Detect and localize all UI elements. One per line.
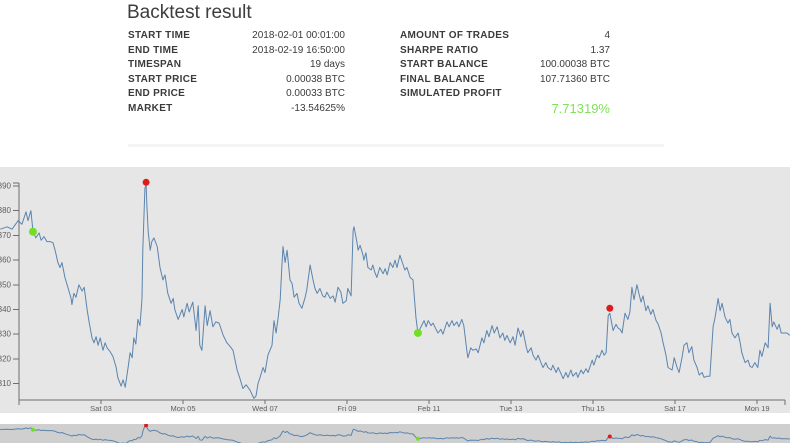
stat-label: SIMULATED PROFIT <box>400 88 502 99</box>
mini-navigator-chart[interactable] <box>0 424 790 443</box>
x-tick-label: Feb 11 <box>418 404 441 413</box>
stat-label: FINAL BALANCE <box>400 73 485 85</box>
buy-trade-marker[interactable] <box>413 328 422 337</box>
section-divider <box>128 144 664 147</box>
x-tick-label: Wed 07 <box>252 404 278 413</box>
stat-value: 1.37 <box>590 44 610 56</box>
x-tick-label: Fri 09 <box>337 404 356 413</box>
mini-price-line <box>0 425 790 443</box>
y-tick-label: 0330 <box>0 330 12 339</box>
simulated-profit-value: 7.71319% <box>551 101 610 116</box>
stat-value: -13.54625% <box>291 102 345 114</box>
y-tick-label: 0350 <box>0 280 12 289</box>
stat-value: 100.00038 BTC <box>539 59 610 70</box>
stat-row: START TIME 2018-02-01 00:01:00 <box>128 29 345 44</box>
price-line <box>0 184 790 399</box>
stat-label: MARKET <box>128 102 173 114</box>
stat-value: 4 <box>604 30 610 41</box>
stat-value: 0.00038 BTC <box>286 73 345 85</box>
stat-label: AMOUNT OF TRADES <box>400 30 510 41</box>
mini-sell-trade-marker <box>144 424 149 428</box>
y-tick-label: 0370 <box>0 231 12 240</box>
x-tick-label: Sat 03 <box>90 404 112 413</box>
stat-value: 107.71360 BTC <box>539 73 610 85</box>
stat-value: 2018-02-19 16:50:00 <box>252 44 345 56</box>
stat-row: START BALANCE 100.00038 BTC <box>400 58 610 73</box>
y-tick-label: 0340 <box>0 305 12 314</box>
stat-label: START BALANCE <box>400 59 489 70</box>
y-tick-label: 0380 <box>0 206 12 215</box>
stats-table-left: START TIME 2018-02-01 00:01:00 END TIME 201… <box>128 29 345 116</box>
stat-row: END TIME 2018-02-19 16:50:00 <box>128 44 345 59</box>
mini-sell-trade-marker <box>607 434 612 439</box>
y-tick-label: 0320 <box>0 354 12 363</box>
stat-row: SHARPE RATIO 1.37 <box>400 44 610 59</box>
buy-trade-marker[interactable] <box>28 227 37 236</box>
sell-trade-marker[interactable] <box>606 304 614 312</box>
stat-row: MARKET -13.54625% <box>128 102 345 117</box>
x-tick-label: Sat 17 <box>664 404 686 413</box>
stat-label: SHARPE RATIO <box>400 44 479 56</box>
stats-table-right: AMOUNT OF TRADES 4 SHARPE RATIO 1.37 START B… <box>400 29 610 102</box>
stat-row: START PRICE 0.00038 BTC <box>128 73 345 88</box>
x-axis: Sat 03 Mon 05 Wed 07 Fri 09 Feb 11 Tue 13 Thu … <box>18 399 786 413</box>
stat-value: 0.00033 BTC <box>286 88 345 99</box>
stat-label: START PRICE <box>128 73 198 85</box>
stat-label: START TIME <box>128 30 191 41</box>
x-tick-label: Mon 19 <box>744 404 769 413</box>
stat-label: END PRICE <box>128 88 186 99</box>
y-tick-label: 0390 <box>0 182 12 191</box>
stat-row: FINAL BALANCE 107.71360 BTC <box>400 73 610 88</box>
stat-row: AMOUNT OF TRADES 4 <box>400 29 610 44</box>
stat-row: TIMESPAN 19 days <box>128 58 345 73</box>
stat-label: END TIME <box>128 44 179 56</box>
x-tick-label: Thu 15 <box>581 404 604 413</box>
main-price-chart[interactable]: 0390 0380 0370 0360 0350 0340 0330 0320 0310 Sat … <box>0 167 790 413</box>
mini-buy-trade-marker <box>415 436 420 441</box>
stat-label: TIMESPAN <box>128 59 182 70</box>
page-title: Backtest result <box>127 2 252 23</box>
x-tick-label: Mon 05 <box>170 404 195 413</box>
sell-trade-marker[interactable] <box>142 178 150 186</box>
stat-row: END PRICE 0.00033 BTC <box>128 87 345 102</box>
y-tick-label: 0360 <box>0 256 12 265</box>
stat-value: 2018-02-01 00:01:00 <box>252 30 345 41</box>
mini-buy-trade-marker <box>30 427 35 432</box>
y-axis: 0390 0380 0370 0360 0350 0340 0330 0320 0310 <box>0 182 20 400</box>
stat-row: SIMULATED PROFIT <box>400 87 610 102</box>
x-tick-label: Tue 13 <box>499 404 522 413</box>
y-tick-label: 0310 <box>0 379 12 388</box>
stat-value: 19 days <box>309 59 345 70</box>
